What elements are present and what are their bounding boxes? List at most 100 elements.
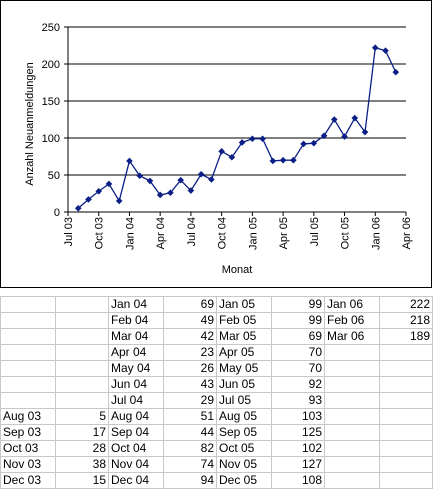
month-cell: Jan 05 <box>216 296 272 313</box>
data-point-marker <box>259 135 266 143</box>
data-point-marker <box>290 156 297 164</box>
data-point-marker <box>331 116 338 123</box>
value-cell: 29 <box>163 392 217 409</box>
month-cell: Mar 05 <box>216 328 272 345</box>
value-cell <box>379 360 433 377</box>
value-cell <box>55 328 109 345</box>
series-polyline <box>77 46 397 209</box>
month-cell: Oct 05 <box>216 440 272 457</box>
month-cell <box>324 360 380 377</box>
value-cell: 5 <box>55 408 109 425</box>
month-cell: Nov 04 <box>108 456 164 473</box>
axes <box>64 26 407 216</box>
y-tick-labels: 0 50 100 150 200 250 <box>42 22 60 219</box>
x-tick-label: Jan 05 <box>247 217 259 250</box>
y-tick-label: 100 <box>42 133 60 145</box>
value-cell: 99 <box>271 296 325 313</box>
month-cell: Mar 04 <box>108 328 164 345</box>
x-tick-label: Apr 06 <box>401 217 413 249</box>
table-row: May 04 26 May 05 70 <box>0 360 433 377</box>
value-cell: 127 <box>271 456 325 473</box>
table-row: Dec 03 15 Dec 04 94 Dec 05 108 <box>0 472 433 489</box>
x-tick-label: Oct 05 <box>340 217 352 249</box>
x-tick-labels: Jul 03 Oct 03 Jan 04 Apr 04 Jul 04 Oct 04 Jan … <box>63 217 413 250</box>
value-cell: 94 <box>163 472 217 489</box>
x-tick-label: Jan 06 <box>370 217 382 250</box>
value-cell <box>379 424 433 441</box>
month-cell: Dec 05 <box>216 472 272 489</box>
month-cell: Jul 05 <box>216 392 272 409</box>
value-cell: 74 <box>163 456 217 473</box>
data-point-marker <box>351 114 359 122</box>
value-cell: 92 <box>271 376 325 393</box>
data-point-marker <box>177 176 184 184</box>
x-axis-title: Monat <box>222 264 253 276</box>
x-tick-label: Oct 03 <box>94 217 106 249</box>
table-row: Jul 04 29 Jul 05 93 <box>0 392 433 409</box>
data-point-marker <box>115 197 123 205</box>
data-point-marker <box>136 172 143 180</box>
chart-border <box>0 0 432 288</box>
value-cell: 43 <box>163 376 217 393</box>
data-point-marker <box>269 157 277 165</box>
y-tick-label: 50 <box>48 170 60 182</box>
data-point-marker <box>238 139 246 146</box>
y-tick-label: 200 <box>42 59 60 71</box>
month-cell: Sep 04 <box>108 424 164 441</box>
month-cell <box>0 296 56 313</box>
month-cell: Oct 03 <box>0 440 56 457</box>
x-tick-label: Jul 04 <box>186 217 198 246</box>
y-tick-label: 0 <box>54 207 60 219</box>
value-cell: 42 <box>163 328 217 345</box>
value-cell <box>55 392 109 409</box>
data-point-marker <box>187 187 195 194</box>
month-cell: Nov 05 <box>216 456 272 473</box>
month-cell <box>0 328 56 345</box>
value-cell: 28 <box>55 440 109 457</box>
value-cell: 82 <box>163 440 217 457</box>
value-cell: 26 <box>163 360 217 377</box>
value-cell: 70 <box>271 344 325 361</box>
month-cell: Apr 04 <box>108 344 164 361</box>
value-cell: 17 <box>55 424 109 441</box>
month-cell <box>324 440 380 457</box>
month-cell: Sep 05 <box>216 424 272 441</box>
table-row: Aug 03 5 Aug 04 51 Aug 05 103 <box>0 408 433 425</box>
value-cell <box>55 376 109 393</box>
month-cell <box>324 344 380 361</box>
value-cell <box>55 344 109 361</box>
data-point-marker <box>300 140 307 148</box>
value-cell: 99 <box>271 312 325 329</box>
value-cell: 51 <box>163 408 217 425</box>
month-cell <box>324 392 380 409</box>
data-point-marker <box>320 132 328 140</box>
month-cell: Apr 05 <box>216 344 272 361</box>
value-cell: 23 <box>163 344 217 361</box>
value-cell: 69 <box>271 328 325 345</box>
x-tick-label: Jul 03 <box>63 217 75 246</box>
table-row: Apr 04 23 Apr 05 70 <box>0 344 433 361</box>
value-cell <box>379 408 433 425</box>
month-cell: Feb 05 <box>216 312 272 329</box>
month-cell: Mar 06 <box>324 328 380 345</box>
chart-frame: 0 50 100 150 200 250 Jul 03 Oct 03 Jan 04 Apr 04… <box>0 0 432 288</box>
x-tick-label: Jul 05 <box>309 217 321 246</box>
month-cell <box>0 360 56 377</box>
value-cell: 125 <box>271 424 325 441</box>
data-point-marker <box>126 157 133 165</box>
month-cell <box>324 408 380 425</box>
value-cell <box>55 312 109 329</box>
data-point-marker <box>361 128 369 136</box>
data-point-marker <box>310 139 318 147</box>
data-point-marker <box>249 135 256 143</box>
data-point-marker <box>105 180 113 188</box>
data-point-marker <box>167 189 174 197</box>
table-row: Feb 04 49 Feb 05 99 Feb 06 218 <box>0 312 433 329</box>
series-line <box>74 44 400 212</box>
value-cell: 218 <box>379 312 433 329</box>
value-cell <box>379 456 433 473</box>
table-row: Nov 03 38 Nov 04 74 Nov 05 127 <box>0 456 433 473</box>
value-cell: 49 <box>163 312 217 329</box>
data-point-marker <box>341 133 348 140</box>
value-cell: 222 <box>379 296 433 313</box>
